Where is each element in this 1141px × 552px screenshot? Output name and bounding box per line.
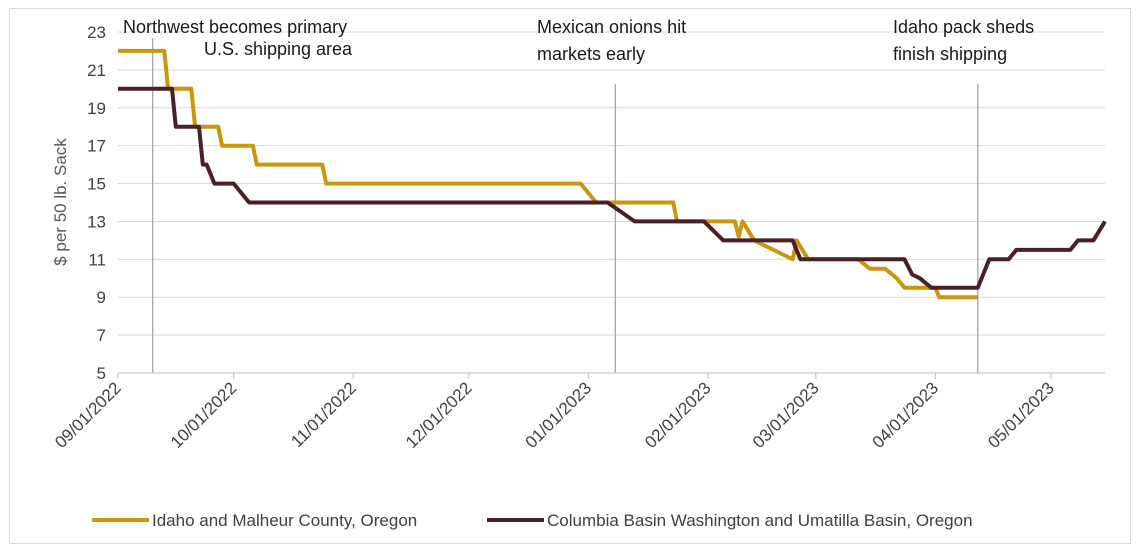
x-tick-label: 10/01/2022 — [167, 378, 241, 452]
y-tick-label: 9 — [97, 288, 106, 307]
y-tick-label: 15 — [87, 175, 106, 194]
x-tick-label: 04/01/2023 — [869, 378, 943, 452]
gridlines — [118, 31, 1105, 336]
y-tick-label: 21 — [87, 61, 106, 80]
chart-frame — [9, 8, 1131, 544]
annotation-label: finish shipping — [893, 44, 1007, 64]
y-axis-label: $ per 50 lb. Sack — [51, 138, 70, 266]
annotation-label: Mexican onions hit — [537, 17, 686, 37]
x-tick-label: 05/01/2023 — [984, 378, 1058, 452]
annotation-label: Idaho pack sheds — [893, 17, 1034, 37]
x-tick-label: 01/01/2023 — [522, 378, 596, 452]
series-lines — [118, 48, 1107, 300]
annotation-label: markets early — [537, 44, 645, 64]
y-tick-label: 7 — [97, 326, 106, 345]
legend-label: Idaho and Malheur County, Oregon — [152, 511, 417, 530]
series-line-2 — [118, 86, 1107, 290]
x-tick-label: 03/01/2023 — [749, 378, 823, 452]
series-line-1 — [118, 48, 978, 300]
annotation-lines — [152, 38, 979, 373]
x-tick-label: 02/01/2023 — [641, 378, 715, 452]
legend: Idaho and Malheur County, Oregon Columbia… — [92, 511, 973, 530]
y-tick-label: 19 — [87, 99, 106, 118]
legend-label: Columbia Basin Washington and Umatilla B… — [547, 511, 973, 530]
x-tick-label: 09/01/2022 — [51, 378, 125, 452]
y-tick-label: 23 — [87, 23, 106, 42]
axes: 5 7 9 11 13 15 17 19 21 23 09/01/2022 10/01/2022 11/… — [51, 23, 1105, 452]
y-tick-label: 13 — [87, 212, 106, 231]
y-tick-label: 5 — [97, 364, 106, 383]
annotation-label: Northwest becomes primary — [123, 17, 347, 37]
y-tick-label: 11 — [88, 250, 106, 269]
x-tick-label: 11/01/2022 — [287, 378, 360, 451]
annotation-label: U.S. shipping area — [204, 39, 353, 59]
x-tick-label: 12/01/2022 — [402, 378, 476, 452]
y-tick-label: 17 — [87, 137, 106, 156]
